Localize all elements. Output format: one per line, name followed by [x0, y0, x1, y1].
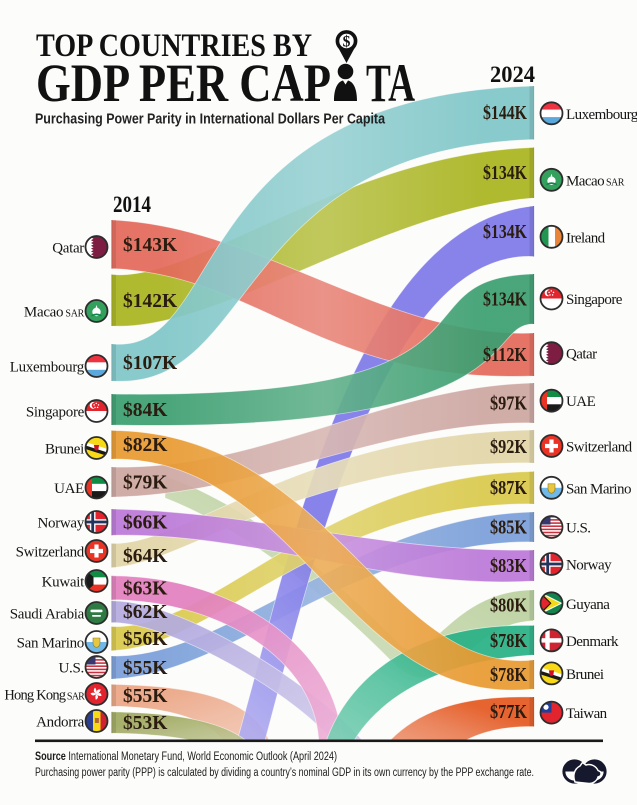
svg-text:Qatar: Qatar: [566, 347, 597, 363]
svg-text:Switzerland: Switzerland: [566, 440, 633, 456]
svg-text:$78K: $78K: [490, 631, 528, 652]
svg-text:Singapore: Singapore: [566, 292, 623, 308]
svg-text:2024: 2024: [490, 62, 535, 87]
svg-text:$63K: $63K: [123, 578, 168, 599]
svg-text:$97K: $97K: [490, 394, 528, 415]
svg-text:San Marino: San Marino: [566, 481, 631, 497]
svg-text:GDP PER CAP: GDP PER CAP: [36, 53, 331, 113]
svg-text:TOP COUNTRIES BY: TOP COUNTRIES BY: [36, 28, 312, 64]
svg-text:Switzerland: Switzerland: [16, 545, 85, 561]
svg-text:UAE: UAE: [54, 481, 84, 497]
svg-text:Kuwait: Kuwait: [42, 575, 85, 591]
svg-text:Source International Monetary: Source International Monetary Fund, Worl…: [35, 751, 337, 763]
svg-text:$55K: $55K: [123, 658, 168, 679]
svg-text:UAE: UAE: [566, 394, 596, 410]
svg-text:$55K: $55K: [123, 686, 168, 707]
svg-text:Purchasing power parity (PPP): Purchasing power parity (PPP) is calcula…: [35, 767, 534, 779]
svg-text:Brunei: Brunei: [45, 442, 84, 458]
svg-text:$53K: $53K: [123, 713, 168, 734]
svg-text:San Marino: San Marino: [17, 636, 84, 652]
svg-text:$78K: $78K: [490, 665, 528, 686]
svg-text:$77K: $77K: [490, 702, 528, 723]
svg-text:$64K: $64K: [123, 546, 168, 567]
svg-text:$134K: $134K: [483, 222, 528, 243]
svg-text:$143K: $143K: [123, 235, 178, 256]
svg-text:$107K: $107K: [123, 353, 178, 374]
svg-text:Macao SAR: Macao SAR: [566, 173, 625, 189]
svg-text:Luxembourg: Luxembourg: [566, 107, 637, 123]
svg-text:$92K: $92K: [490, 437, 528, 458]
svg-text:Denmark: Denmark: [566, 634, 619, 650]
svg-text:Luxembourg: Luxembourg: [10, 360, 85, 376]
svg-text:TA: TA: [366, 53, 415, 113]
svg-text:$80K: $80K: [490, 596, 528, 617]
svg-text:$82K: $82K: [123, 435, 168, 456]
svg-text:$134K: $134K: [483, 290, 528, 311]
svg-text:Guyana: Guyana: [566, 597, 610, 613]
svg-text:Brunei: Brunei: [566, 667, 604, 683]
svg-text:Saudi Arabia: Saudi Arabia: [10, 607, 85, 623]
svg-text:$85K: $85K: [490, 518, 528, 539]
svg-text:2014: 2014: [113, 192, 151, 217]
svg-text:$84K: $84K: [123, 400, 168, 421]
svg-text:U.S.: U.S.: [59, 661, 84, 677]
svg-text:Singapore: Singapore: [26, 405, 85, 421]
svg-text:$66K: $66K: [123, 513, 168, 534]
svg-text:Purchasing Power Parity in Int: Purchasing Power Parity in International…: [35, 112, 386, 128]
svg-text:Taiwan: Taiwan: [566, 706, 608, 722]
svg-text:$56K: $56K: [123, 629, 168, 650]
svg-text:Norway: Norway: [566, 558, 612, 574]
svg-text:Macao SAR: Macao SAR: [24, 305, 85, 321]
svg-text:$: $: [343, 34, 351, 51]
svg-text:Norway: Norway: [37, 516, 84, 532]
svg-text:$134K: $134K: [483, 163, 528, 184]
svg-text:$142K: $142K: [123, 291, 178, 312]
svg-text:Hong Kong SAR: Hong Kong SAR: [4, 688, 85, 704]
svg-text:$83K: $83K: [490, 556, 528, 577]
svg-text:$87K: $87K: [490, 478, 528, 499]
svg-text:$79K: $79K: [123, 473, 168, 494]
svg-text:U.S.: U.S.: [566, 521, 590, 537]
svg-text:$112K: $112K: [483, 345, 528, 366]
svg-text:Ireland: Ireland: [566, 230, 606, 246]
svg-text:$144K: $144K: [483, 103, 528, 124]
svg-text:Qatar: Qatar: [52, 241, 84, 257]
svg-text:$62K: $62K: [123, 602, 168, 623]
svg-text:Andorra: Andorra: [36, 715, 85, 731]
